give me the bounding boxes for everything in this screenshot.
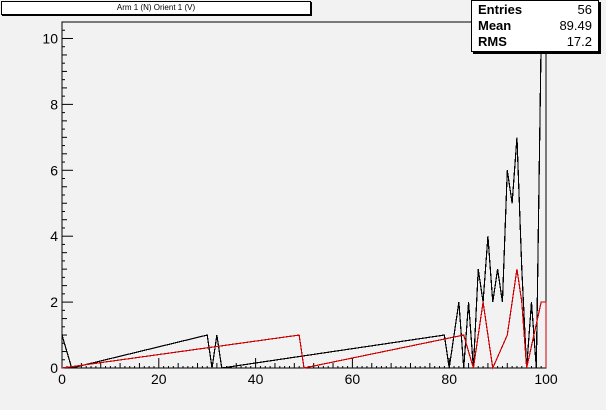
x-tick-label: 40	[248, 371, 264, 387]
x-tick-label: 0	[58, 371, 66, 387]
stats-rms-label: RMS	[478, 34, 507, 49]
stats-entries-value: 56	[577, 2, 592, 17]
y-tick-label: 6	[50, 162, 58, 178]
y-tick-label: 2	[50, 294, 58, 310]
stats-entries-label: Entries	[478, 2, 523, 17]
stats-rms-value: 17.2	[566, 34, 592, 49]
stats-mean-label: Mean	[478, 18, 512, 33]
x-tick-label: 20	[151, 371, 167, 387]
y-tick-label: 8	[50, 96, 58, 112]
y-tick-label: 0	[50, 360, 58, 376]
y-tick-label: 4	[50, 228, 58, 244]
stats-mean-value: 89.49	[559, 18, 592, 33]
x-tick-label: 80	[441, 371, 457, 387]
x-tick-label: 60	[345, 371, 361, 387]
stats-box: Entries 56 Mean 89.49 RMS 17.2	[471, 0, 599, 52]
y-tick-label: 10	[42, 30, 58, 46]
histogram-title: Arm 1 (N) Orient 1 (V)	[1, 1, 311, 15]
x-tick-label: 100	[534, 371, 558, 387]
stats-mean-row: Mean 89.49	[478, 18, 592, 34]
series-red-histogram	[61, 269, 547, 371]
stats-rms-row: RMS 17.2	[478, 34, 592, 50]
plot-frame	[61, 21, 547, 369]
stats-entries-row: Entries 56	[478, 2, 592, 18]
